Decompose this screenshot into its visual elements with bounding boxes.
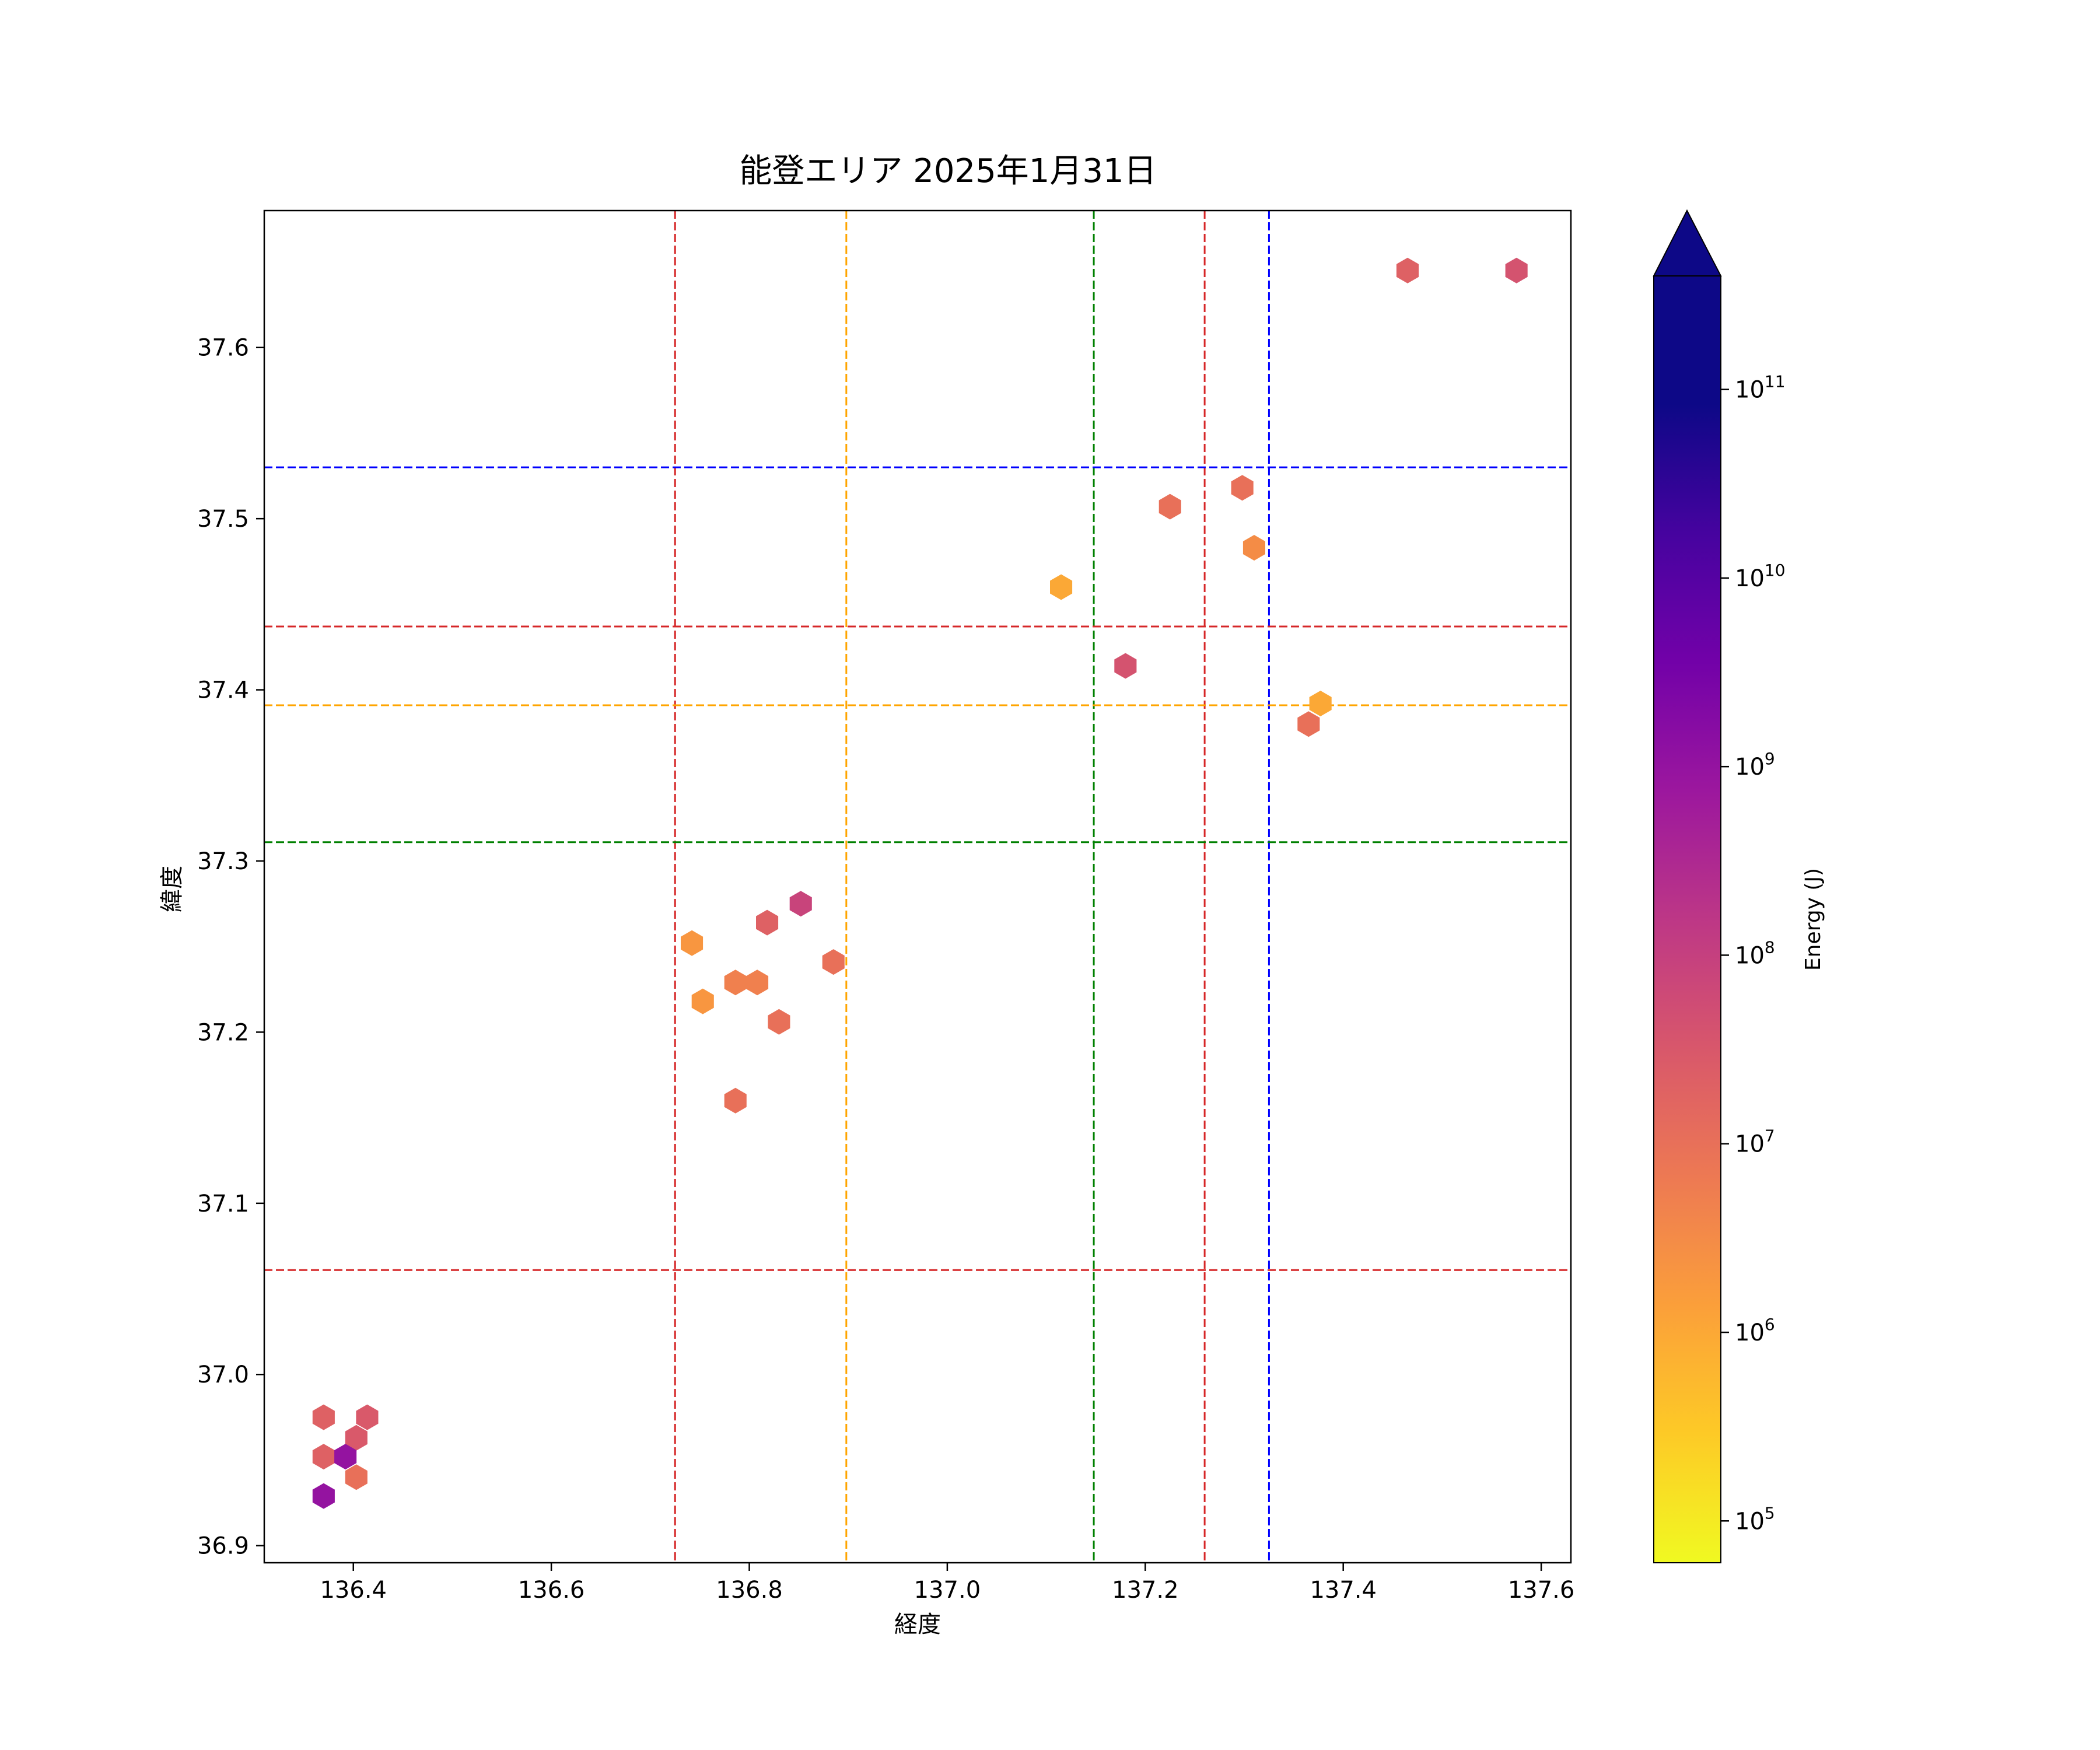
hexbin-cell [756, 909, 779, 936]
colorbar-label: Energy (J) [1801, 868, 1825, 971]
y-tick-label: 37.1 [197, 1191, 249, 1217]
hexbin-cell [1505, 257, 1528, 284]
colorbar-tick-label: 107 [1735, 1126, 1775, 1158]
hexbin-cell [312, 1444, 335, 1470]
plot-frame [263, 209, 1572, 1564]
hexbin-cell [312, 1404, 335, 1430]
hexbin-cell [691, 988, 714, 1014]
y-tick-label: 37.3 [197, 848, 249, 875]
hexbin-cell [1309, 691, 1332, 716]
plot-background [264, 211, 1571, 1563]
colorbar-gradient [1653, 275, 1721, 1563]
x-axis-label: 経度 [894, 1611, 941, 1638]
hexbin-cell [768, 1009, 790, 1035]
y-axis-label: 緯度 [159, 866, 186, 912]
y-tick-label: 37.4 [197, 677, 249, 704]
x-tick-label: 136.8 [716, 1577, 783, 1604]
colorbar-extend-max-arrow [1653, 209, 1722, 276]
colorbar-tick-label: 1010 [1735, 561, 1786, 592]
colorbar-tick-label: 106 [1735, 1315, 1775, 1346]
hexbin-cell [1231, 475, 1254, 501]
x-tick-label: 136.6 [518, 1577, 585, 1604]
chart-title: 能登エリア 2025年1月31日 [739, 152, 1156, 190]
hexbin-cell [345, 1424, 368, 1451]
hexbin-cells [312, 257, 1528, 1509]
hexbin-cell [1158, 494, 1181, 520]
y-tick-label: 37.2 [197, 1019, 249, 1046]
y-axis: 36.9 37.0 37.1 37.2 37.3 37.4 37.5 37.6 [197, 335, 264, 1560]
x-tick-label: 137.6 [1508, 1577, 1575, 1604]
x-axis: 136.4 136.6 136.8 137.0 137.2 137.4 137.6 [320, 1563, 1574, 1604]
y-tick-label: 36.9 [197, 1533, 249, 1560]
hexbin-cell [724, 1087, 747, 1114]
hexbin-cell [312, 1483, 335, 1509]
x-tick-label: 137.0 [914, 1577, 981, 1604]
hexbin-cell [334, 1444, 357, 1470]
hexbin-cell [746, 970, 769, 996]
colorbar-tick-label: 109 [1735, 749, 1775, 780]
hexbin-cell [345, 1464, 368, 1490]
x-tick-label: 136.4 [320, 1577, 387, 1604]
colorbar-tick-label: 1011 [1735, 372, 1786, 404]
hexbin-cell [1297, 711, 1320, 737]
plot-area [263, 209, 1572, 1564]
hexbin-cell [1396, 257, 1419, 284]
colorbar-tick-label: 108 [1735, 937, 1775, 969]
y-tick-label: 37.5 [197, 506, 249, 533]
colorbar-ticks: 105 106 107 108 109 1010 1011 [1721, 372, 1786, 1535]
colorbar: 105 106 107 108 109 1010 1011 Energy (J) [1653, 209, 1825, 1563]
hexbin-cell [1050, 574, 1073, 600]
hexbin-cell [789, 891, 812, 917]
hexbin-cell [1242, 535, 1265, 561]
hexbin-cell [724, 970, 747, 996]
hexbin-cell [822, 949, 845, 975]
colorbar-tick-label: 105 [1735, 1503, 1775, 1535]
hexbin-cell [681, 930, 704, 956]
reference-lines [264, 211, 1571, 1563]
x-tick-label: 137.2 [1112, 1577, 1179, 1604]
y-tick-label: 37.0 [197, 1362, 249, 1388]
x-tick-label: 137.4 [1310, 1577, 1377, 1604]
hexbin-cell [356, 1404, 379, 1430]
y-tick-label: 37.6 [197, 335, 249, 362]
hexbin-cell [1114, 653, 1137, 679]
